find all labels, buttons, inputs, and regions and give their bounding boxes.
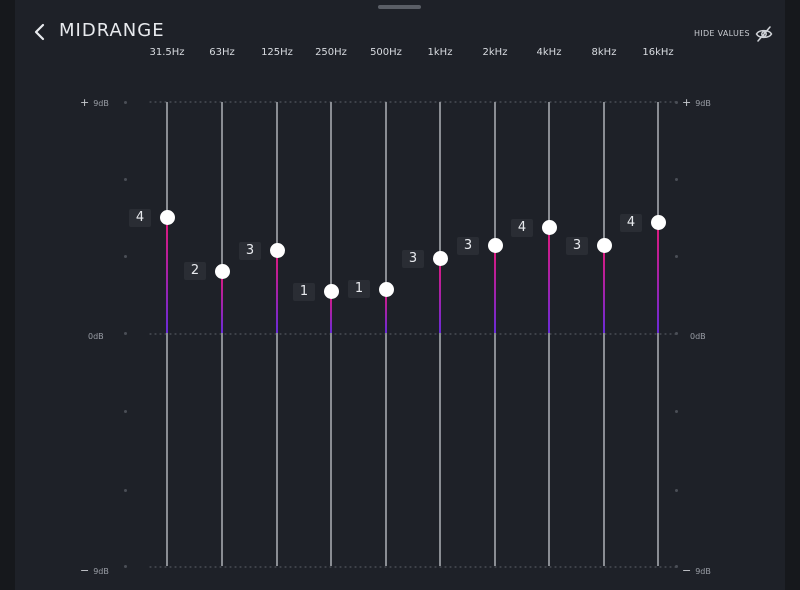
- slider-track[interactable]: [330, 102, 332, 566]
- gain-value-badge: 3: [566, 236, 588, 255]
- eye-off-icon[interactable]: [755, 26, 773, 42]
- slider-track[interactable]: [276, 102, 278, 566]
- scale-dot: [674, 100, 678, 104]
- slider-fill: [276, 250, 278, 333]
- gain-value-badge: 4: [511, 218, 533, 237]
- gain-value-badge: 3: [457, 236, 479, 255]
- slider-thumb[interactable]: [487, 238, 503, 254]
- slider-track[interactable]: [166, 102, 168, 566]
- scale-dot: [674, 564, 678, 568]
- slider-fill: [657, 222, 659, 333]
- frequency-label: 125Hz: [261, 47, 293, 58]
- frequency-label: 2kHz: [482, 47, 508, 58]
- scale-dot: [123, 331, 127, 335]
- zero-reference-line: [148, 333, 678, 335]
- scale-dot: [123, 564, 127, 568]
- slider-track[interactable]: [494, 102, 496, 566]
- slider-thumb[interactable]: [159, 210, 175, 225]
- frequency-label: 4kHz: [536, 47, 562, 58]
- scale-dot: [123, 100, 127, 104]
- bottom-reference-line: [148, 566, 678, 568]
- scale-dot: [123, 254, 127, 258]
- left-bottom-axis-label: −9dB: [80, 564, 109, 577]
- left-top-axis-label: +9dB: [80, 96, 109, 109]
- sheet-grabber-handle[interactable]: [378, 5, 421, 9]
- frequency-label: 16kHz: [642, 47, 674, 58]
- slider-thumb[interactable]: [214, 263, 230, 279]
- scale-dot: [674, 177, 678, 181]
- frequency-label: 8kHz: [591, 47, 617, 58]
- back-chevron-icon[interactable]: [30, 22, 50, 42]
- slider-thumb[interactable]: [432, 251, 448, 267]
- slider-track[interactable]: [439, 102, 441, 566]
- right-zero-axis-label: 0dB: [690, 332, 706, 341]
- frequency-label: 31.5Hz: [149, 47, 185, 58]
- top-reference-line: [148, 101, 678, 103]
- slider-fill: [385, 289, 387, 333]
- hide-values-button[interactable]: HIDE VALUES: [694, 29, 750, 38]
- scale-dot: [674, 488, 678, 492]
- page-title: MIDRANGE: [59, 20, 165, 41]
- slider-fill: [330, 291, 332, 333]
- slider-thumb[interactable]: [650, 215, 666, 231]
- slider-track[interactable]: [603, 102, 605, 566]
- frequency-label: 250Hz: [315, 47, 347, 58]
- slider-thumb[interactable]: [596, 238, 612, 254]
- frequency-label: 500Hz: [370, 47, 402, 58]
- slider-thumb[interactable]: [541, 220, 557, 236]
- gain-value-badge: 3: [402, 249, 424, 268]
- gain-value-badge: 1: [348, 280, 370, 299]
- slider-thumb[interactable]: [323, 284, 339, 300]
- scale-dot: [674, 331, 678, 335]
- scale-dot: [123, 409, 127, 413]
- equalizer-panel: [15, 0, 785, 590]
- frequency-label: 1kHz: [427, 47, 453, 58]
- scale-dot: [674, 409, 678, 413]
- slider-fill: [494, 245, 496, 333]
- right-top-axis-label: +9dB: [682, 96, 711, 109]
- scale-dot: [123, 488, 127, 492]
- scale-dot: [123, 177, 127, 181]
- slider-fill: [603, 245, 605, 333]
- slider-track[interactable]: [221, 102, 223, 566]
- slider-fill: [221, 271, 223, 333]
- gain-value-badge: 4: [620, 213, 642, 232]
- slider-track[interactable]: [548, 102, 550, 566]
- slider-track[interactable]: [385, 102, 387, 566]
- slider-thumb[interactable]: [378, 281, 394, 297]
- right-bottom-axis-label: −9dB: [682, 564, 711, 577]
- scale-dot: [674, 254, 678, 258]
- slider-fill: [548, 227, 550, 333]
- frequency-label: 63Hz: [209, 47, 235, 58]
- slider-fill: [166, 217, 168, 333]
- gain-value-badge: 4: [129, 208, 151, 227]
- slider-fill: [439, 258, 441, 333]
- left-zero-axis-label: 0dB: [88, 332, 104, 341]
- slider-track[interactable]: [657, 102, 659, 566]
- gain-value-badge: 3: [239, 241, 261, 260]
- gain-value-badge: 2: [184, 262, 206, 281]
- gain-value-badge: 1: [293, 282, 315, 301]
- slider-thumb[interactable]: [269, 243, 285, 259]
